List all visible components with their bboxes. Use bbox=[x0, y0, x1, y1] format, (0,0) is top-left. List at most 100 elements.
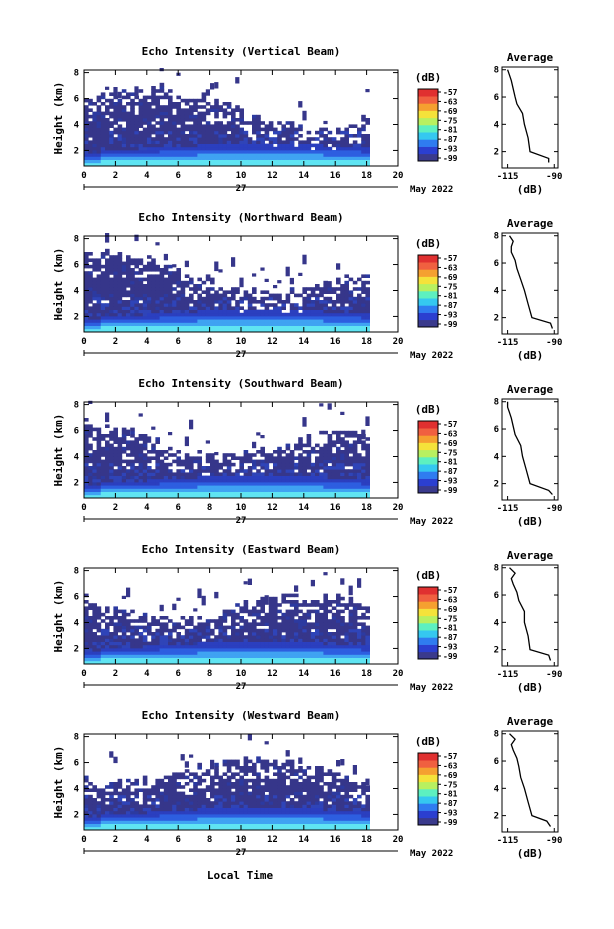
heatmap-cell bbox=[247, 309, 253, 314]
heatmap-cell bbox=[134, 277, 139, 282]
heatmap-cell bbox=[159, 108, 165, 112]
heatmap-cell bbox=[214, 134, 219, 138]
heatmap-cell bbox=[113, 782, 118, 786]
heatmap-cell bbox=[180, 284, 186, 288]
heatmap-cell bbox=[134, 807, 139, 812]
heatmap-cell bbox=[277, 488, 282, 492]
heatmap-cell bbox=[218, 150, 223, 154]
heatmap-cell bbox=[218, 638, 223, 642]
heatmap-cell bbox=[105, 785, 110, 789]
heatmap-cell bbox=[226, 143, 232, 148]
heatmap-cell bbox=[134, 143, 139, 148]
heatmap-cell bbox=[193, 494, 198, 499]
heatmap-cell bbox=[205, 485, 211, 489]
heatmap-cell bbox=[264, 150, 270, 154]
heatmap-cell bbox=[323, 443, 328, 448]
heatmap-cell bbox=[88, 657, 93, 662]
heatmap-cell bbox=[172, 804, 177, 808]
heatmap-cell bbox=[121, 108, 127, 112]
heatmap-cell bbox=[184, 309, 190, 314]
heatmap-cell bbox=[117, 146, 123, 151]
heatmap-cell bbox=[163, 114, 169, 119]
heatmap-cell bbox=[92, 638, 97, 642]
heatmap-cell bbox=[340, 437, 345, 441]
heatmap-cell bbox=[117, 443, 123, 448]
heatmap-cell bbox=[151, 322, 156, 326]
heatmap-cell bbox=[273, 469, 278, 473]
heatmap-cell bbox=[323, 280, 328, 285]
heatmap-cell bbox=[84, 322, 89, 326]
heatmap-cell bbox=[163, 478, 169, 483]
heatmap-cell bbox=[344, 312, 349, 317]
heatmap-cell bbox=[352, 300, 358, 304]
heatmap-cell bbox=[235, 127, 240, 132]
heatmap-cell bbox=[243, 325, 249, 330]
heatmap-cell bbox=[231, 118, 236, 122]
heatmap-cell bbox=[168, 446, 173, 451]
heatmap-cell bbox=[84, 255, 89, 259]
heatmap-cell bbox=[100, 488, 106, 492]
heatmap-cell bbox=[142, 820, 148, 824]
heatmap-cell bbox=[210, 280, 215, 285]
heatmap-cell bbox=[323, 644, 328, 649]
heatmap-cell bbox=[357, 162, 362, 167]
heatmap-cell bbox=[323, 319, 328, 323]
heatmap-cell bbox=[180, 162, 186, 167]
heatmap-cell bbox=[277, 616, 282, 620]
heatmap-cell bbox=[285, 130, 291, 135]
heatmap-cell bbox=[134, 146, 139, 151]
heatmap-cell bbox=[277, 328, 282, 333]
heatmap-cell bbox=[239, 456, 244, 460]
heatmap-cell bbox=[315, 600, 320, 604]
heatmap-cell bbox=[159, 807, 165, 812]
heatmap-cell bbox=[117, 316, 123, 320]
heatmap-cell bbox=[247, 622, 253, 626]
heatmap-cell bbox=[126, 482, 131, 486]
heatmap-cell bbox=[243, 162, 249, 167]
heatmap-cell bbox=[264, 137, 270, 141]
heatmap-cell bbox=[184, 137, 190, 141]
heatmap-cell bbox=[340, 143, 345, 148]
heatmap-cell bbox=[126, 462, 131, 467]
heatmap-cell bbox=[159, 153, 165, 157]
heatmap-cell bbox=[252, 319, 257, 323]
heatmap-cell bbox=[96, 434, 102, 438]
heatmap-cell bbox=[96, 264, 102, 269]
heatmap-cell bbox=[88, 823, 93, 828]
heatmap-cell bbox=[340, 488, 345, 492]
heatmap-cell bbox=[142, 159, 148, 164]
heatmap-cell bbox=[84, 303, 89, 307]
heatmap-cell bbox=[252, 622, 257, 626]
heatmap-cell bbox=[226, 140, 232, 144]
heatmap-cell bbox=[121, 146, 127, 151]
heatmap-cell bbox=[117, 252, 123, 256]
heatmap-cell bbox=[256, 628, 261, 633]
heatmap-cell bbox=[151, 651, 156, 655]
heatmap-cell bbox=[126, 95, 131, 100]
heatmap-cell bbox=[180, 306, 186, 310]
heatmap-cell bbox=[331, 303, 337, 307]
heatmap-cell bbox=[273, 482, 278, 486]
heatmap-cell bbox=[96, 612, 102, 617]
heatmap-cell bbox=[352, 456, 358, 460]
heatmap-cell bbox=[336, 472, 341, 476]
heatmap-cell bbox=[260, 638, 265, 642]
heatmap-cell bbox=[319, 654, 324, 658]
heatmap-cell bbox=[268, 641, 274, 646]
heatmap-cell bbox=[130, 140, 135, 144]
heatmap-cell bbox=[163, 319, 169, 323]
heatmap-cell bbox=[184, 466, 190, 470]
heatmap-cell bbox=[138, 814, 144, 818]
heatmap-cell bbox=[285, 159, 291, 164]
heatmap-cell bbox=[218, 488, 223, 492]
colorbar-unit: (dB) bbox=[415, 71, 442, 84]
heatmap-cell bbox=[134, 312, 139, 317]
heatmap-cell bbox=[130, 482, 135, 486]
heatmap-cell bbox=[323, 622, 328, 626]
heatmap-cell bbox=[323, 312, 328, 317]
heatmap-cell bbox=[84, 309, 89, 314]
heatmap-cell bbox=[155, 108, 160, 112]
heatmap-cell bbox=[168, 98, 173, 103]
heatmap-cell bbox=[117, 328, 123, 333]
heatmap-cell bbox=[92, 143, 97, 148]
